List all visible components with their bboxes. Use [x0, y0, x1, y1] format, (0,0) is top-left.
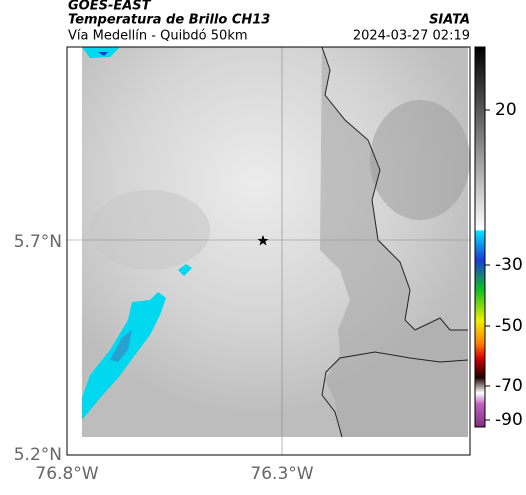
agency: SIATA — [429, 13, 470, 28]
colorbar-tick-label: -90 — [495, 410, 523, 430]
colorbar-tick-label: -30 — [495, 255, 523, 275]
colorbar-ticks: 20 -30 -50 -70 -90 — [485, 100, 523, 430]
datetime: 2024-03-27 02:19 — [353, 29, 470, 44]
colorbar-tick-label: 20 — [495, 100, 517, 120]
map-frame — [66, 46, 471, 456]
source: GOES-EAST — [68, 0, 152, 14]
colorbar — [474, 46, 486, 428]
subtitle: Vía Medellín - Quibdó 50km — [68, 29, 248, 44]
colorbar-tick-label: -70 — [495, 376, 523, 396]
lat-label: 5.7°N — [14, 232, 62, 252]
lon-label: 76.3°W — [250, 464, 313, 484]
lon-label: 76.8°W — [35, 464, 98, 484]
lat-label: 5.2°N — [14, 445, 62, 465]
satellite-image — [67, 46, 470, 455]
colorbar-tick-label: -50 — [495, 316, 523, 336]
title: Temperatura de Brillo CH13 — [68, 13, 270, 28]
